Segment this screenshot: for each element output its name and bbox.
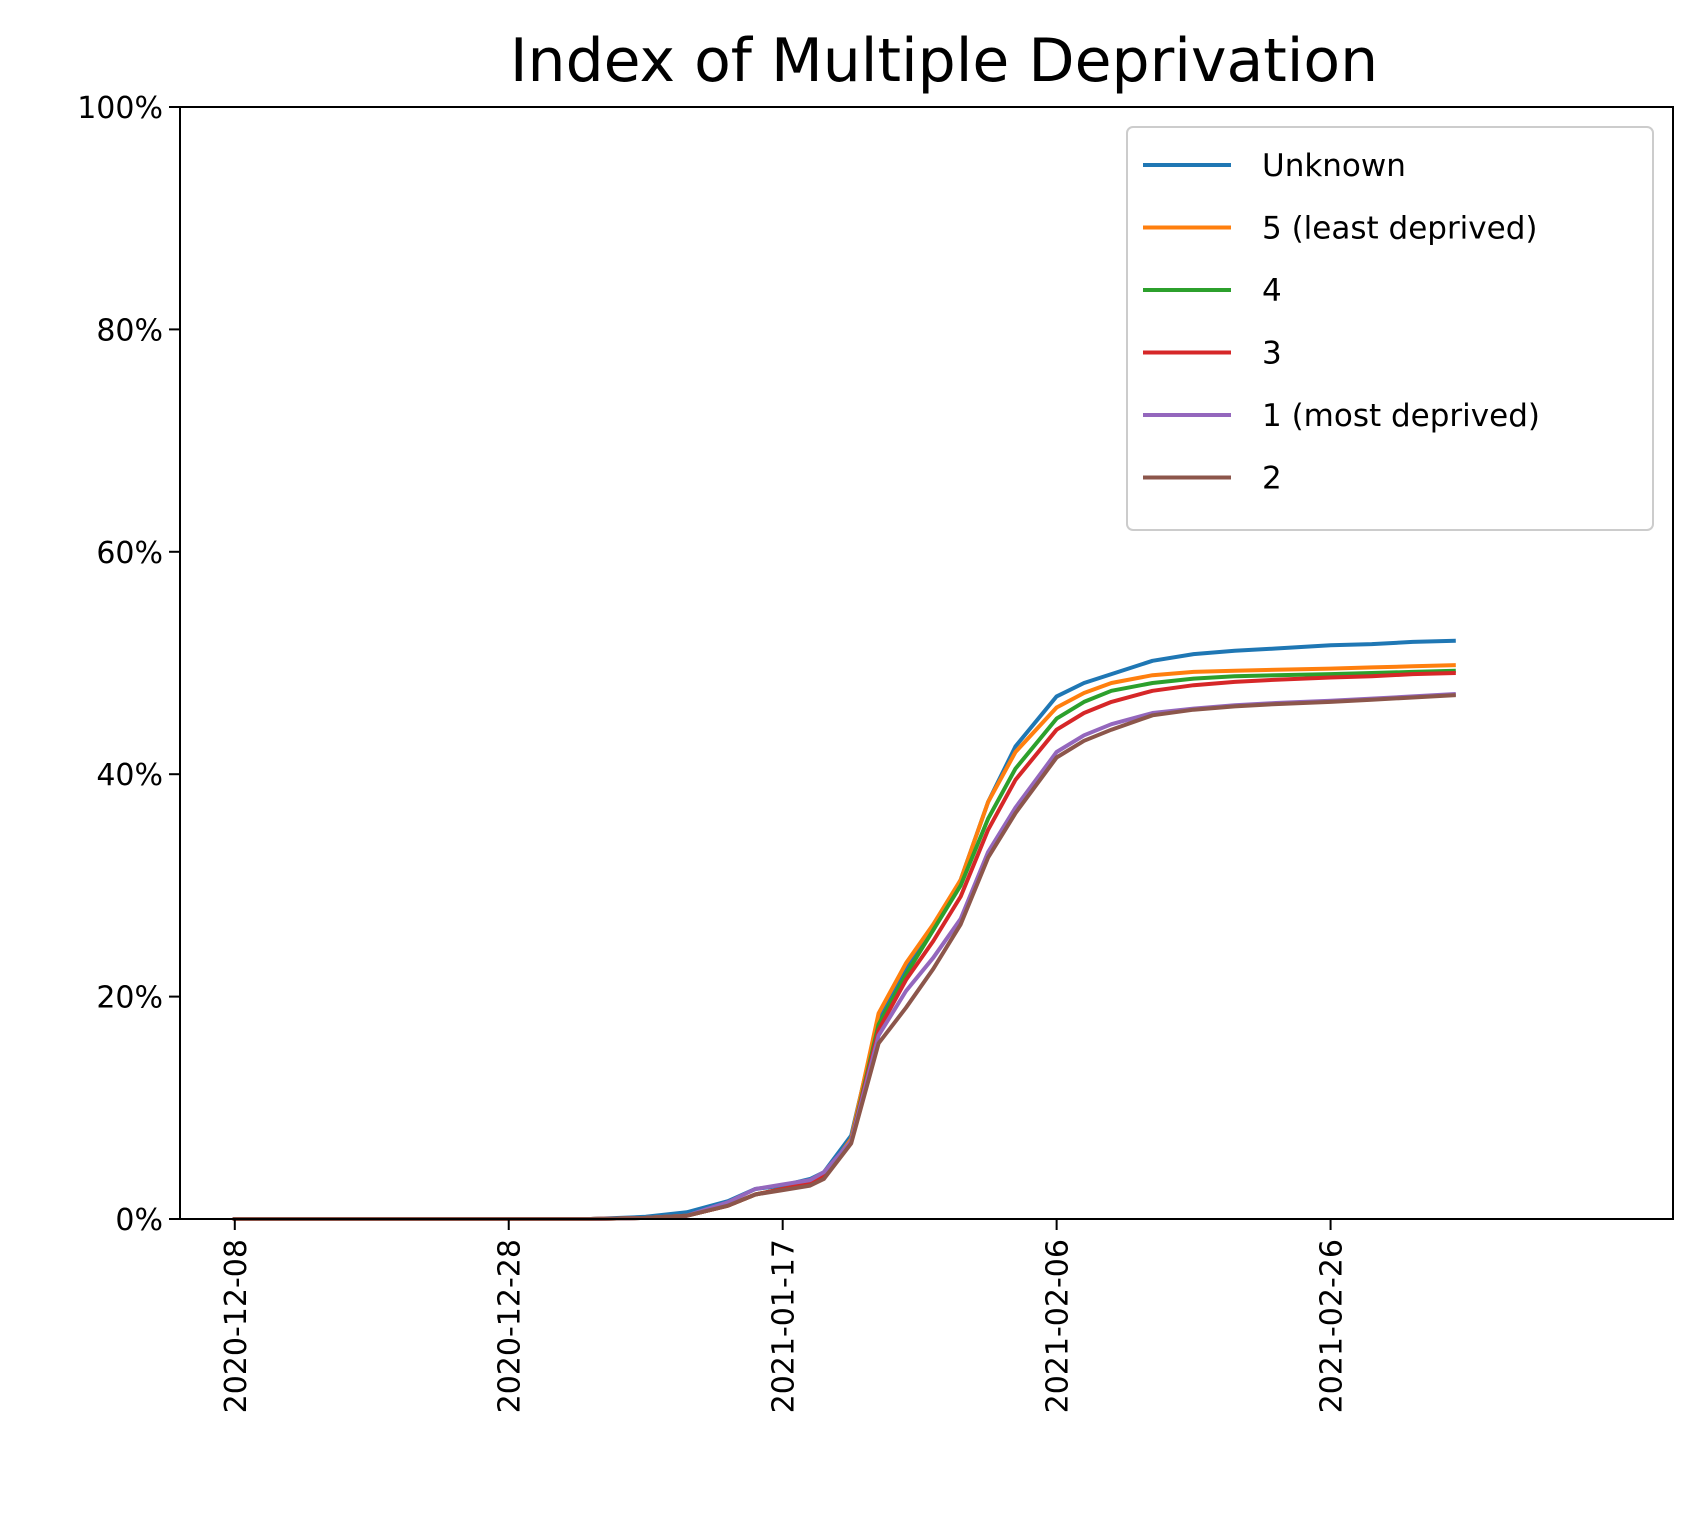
legend-label-3: 3 bbox=[1262, 336, 1282, 372]
y-tick-label-5: 100% bbox=[77, 91, 163, 126]
legend-label-1: 5 (least deprived) bbox=[1262, 211, 1538, 247]
y-tick-label-2: 40% bbox=[96, 758, 163, 793]
y-tick-label-3: 60% bbox=[96, 536, 163, 571]
x-tick-label-2: 2021-01-17 bbox=[767, 1239, 802, 1413]
chart-title: Index of Multiple Deprivation bbox=[510, 26, 1378, 96]
legend-label-5: 2 bbox=[1262, 461, 1282, 497]
legend-label-2: 4 bbox=[1262, 273, 1282, 309]
y-tick-label-4: 80% bbox=[96, 313, 163, 348]
series-line-5 bbox=[232, 693, 1456, 1221]
y-axis: 0% 20% 40% 60% 80% 100% bbox=[77, 91, 180, 1238]
legend-label-0: Unknown bbox=[1262, 148, 1406, 184]
x-tick-label-1: 2020-12-28 bbox=[493, 1239, 528, 1413]
legend-box bbox=[1126, 126, 1654, 531]
plot-frame bbox=[179, 106, 1674, 1220]
legend-label-4: 1 (most deprived) bbox=[1262, 398, 1540, 434]
x-tick-label-3: 2021-02-06 bbox=[1041, 1239, 1076, 1413]
x-tick-label-0: 2020-12-08 bbox=[219, 1239, 254, 1413]
legend: Unknown 5 (least deprived) 4 3 1 (most depri… bbox=[1126, 126, 1654, 531]
x-tick-label-4: 2021-02-26 bbox=[1315, 1239, 1350, 1413]
y-tick-label-1: 20% bbox=[96, 981, 163, 1016]
y-tick-label-0: 0% bbox=[115, 1203, 163, 1238]
x-axis: 2020-12-08 2020-12-28 2021-01-17 2021-02-06… bbox=[219, 1219, 1350, 1413]
series-layer bbox=[232, 638, 1456, 1221]
